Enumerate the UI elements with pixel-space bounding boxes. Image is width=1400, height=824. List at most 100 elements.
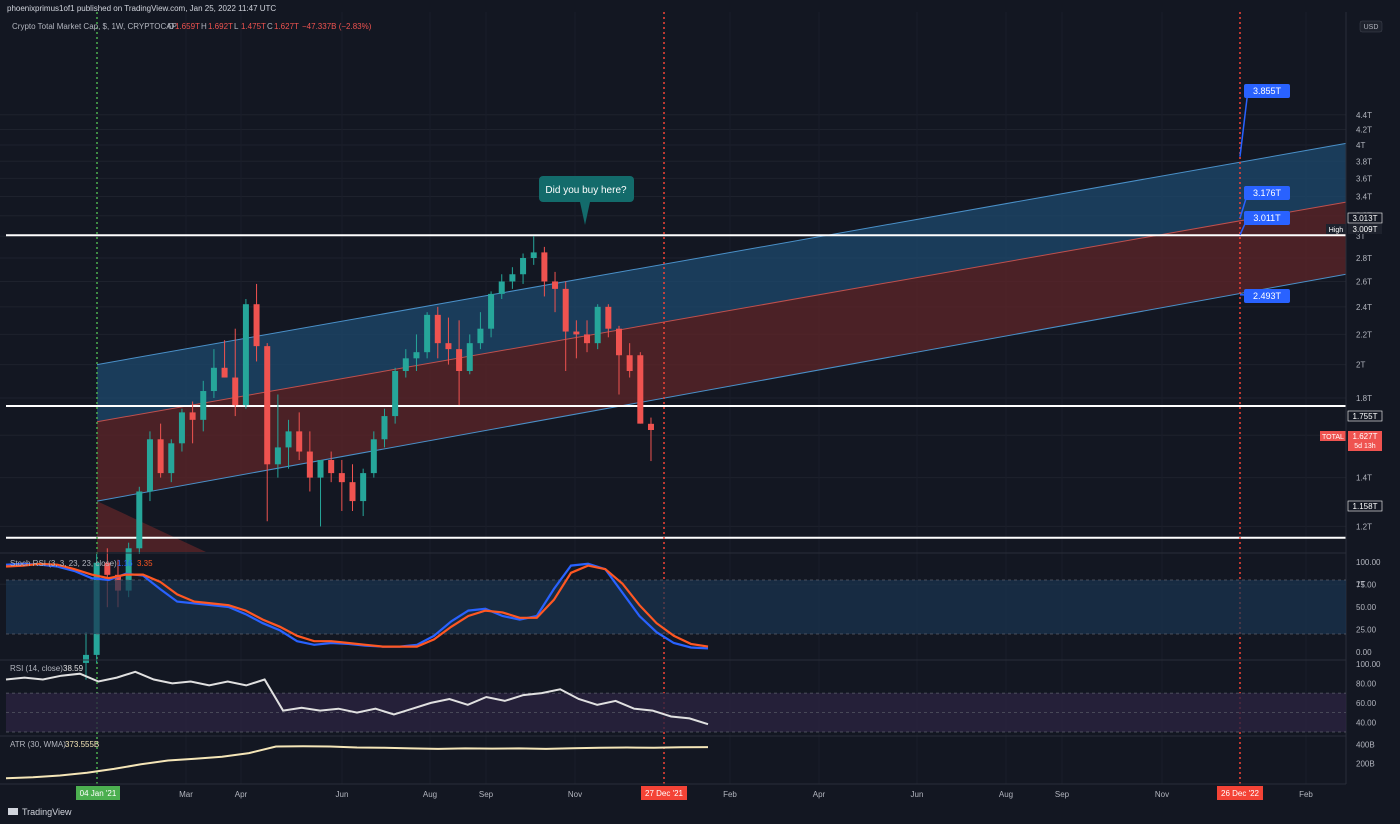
stoch-d-line (5, 562, 709, 648)
stoch-axis-tick: 75.00 (1356, 581, 1377, 590)
stoch-axis-tick: 25.00 (1356, 626, 1377, 635)
candle-body (338, 473, 345, 483)
ohlc-value: 1.659T (175, 22, 200, 31)
publisher-line: phoenixprimus1of1 published on TradingVi… (7, 4, 276, 13)
x-axis-tick: Feb (1299, 790, 1313, 799)
level-mid-box (1347, 410, 1383, 422)
ohlc-label: O (168, 22, 174, 31)
candle-body (157, 439, 164, 474)
atr-axis-tick: 200B (1356, 759, 1375, 768)
candle-body (573, 331, 580, 335)
candle-body (520, 258, 527, 275)
y-axis-tick: 1.2T (1356, 522, 1372, 531)
end-date-box (1217, 786, 1263, 800)
rsi-axis-tick: 60.00 (1356, 699, 1377, 708)
level-top-value: 3.013T (1353, 214, 1378, 223)
candle-body (136, 491, 143, 549)
atr-value: 373.555B (65, 740, 99, 749)
rsi-axis-tick: 40.00 (1356, 718, 1377, 727)
ohlc-label: C (267, 22, 273, 31)
currency-label: USD (1364, 24, 1379, 31)
candle-body (168, 443, 175, 474)
candle-body (552, 281, 559, 289)
candle-body (584, 334, 591, 344)
candle-body (392, 371, 399, 417)
ohlc-label: L (234, 22, 239, 31)
channel-label: 3.855T (1253, 86, 1282, 96)
last-price: 1.627T (1353, 432, 1378, 441)
candle-body (370, 439, 377, 474)
annotation-text: Did you buy here? (545, 185, 627, 196)
stoch-axis-tick: 100.00 (1356, 558, 1381, 567)
high-value-box (1348, 224, 1382, 234)
symbol-title: Crypto Total Market Cap, $, 1W, CRYPTOCA… (12, 22, 177, 31)
y-axis-tick: 2.8T (1356, 254, 1372, 263)
y-axis-tick: 2.4T (1356, 303, 1372, 312)
rsi-title: RSI (14, close) (10, 664, 63, 673)
stoch-title: Stoch RSI (3, 3, 23, 23, close) (10, 559, 117, 568)
atr-axis-tick: 400B (1356, 741, 1375, 750)
candle-body (264, 346, 271, 465)
y-axis-tick: 4T (1356, 141, 1365, 150)
y-axis-tick: 3.6T (1356, 174, 1372, 183)
candle-body (488, 293, 495, 329)
candle-body (83, 654, 89, 663)
candle-body (434, 314, 441, 344)
candle-body (509, 274, 516, 282)
candle-body (146, 439, 153, 492)
candle-body (232, 377, 239, 406)
stoch-k-value: 1.16 (117, 559, 133, 568)
candle-body (530, 252, 537, 258)
ohlc-value: 1.475T (241, 22, 266, 31)
candle-body (456, 349, 463, 371)
candle-body (626, 355, 633, 371)
channel-label: 3.011T (1253, 213, 1281, 223)
start-date-label: 04 Jan '21 (80, 789, 117, 798)
y-axis-tick: 3.4T (1356, 192, 1372, 201)
channel-bottom-line (96, 273, 1347, 502)
x-axis-tick: Sep (479, 790, 494, 799)
end-date-label: 26 Dec '22 (1221, 789, 1260, 798)
channel-label-box (1244, 289, 1290, 303)
candle-body (189, 412, 196, 420)
rsi-axis-tick: 80.00 (1356, 679, 1377, 688)
y-axis-tick: 2.6T (1356, 277, 1372, 286)
x-axis-tick: Nov (1155, 790, 1169, 799)
candle-body (637, 355, 644, 424)
y-axis-tick: 1.8T (1356, 394, 1372, 403)
x-axis-tick: Aug (999, 790, 1013, 799)
level-low-box (1347, 500, 1383, 512)
candle-body (317, 459, 324, 478)
y-axis-tick: 3.8T (1356, 157, 1372, 166)
atr-line (5, 745, 709, 780)
candle-body (274, 447, 281, 465)
candle-body (306, 451, 313, 478)
channel-label-box (1244, 211, 1290, 225)
candle-body (104, 562, 111, 575)
candle-body (296, 431, 303, 452)
x-axis-tick: Jun (336, 790, 349, 799)
candle-body (221, 367, 228, 378)
candle-body (285, 431, 292, 448)
rsi-value: 38.59 (63, 664, 84, 673)
candle-body (445, 343, 452, 350)
bar-countdown: 5d 13h (1354, 443, 1376, 450)
candle-body (605, 306, 612, 329)
atr-title: ATR (30, WMA) (10, 740, 66, 749)
candle-body (498, 281, 505, 294)
y-axis-tick: 4.4T (1356, 111, 1372, 120)
candle-body (381, 416, 388, 440)
x-axis-tick: Apr (813, 790, 826, 799)
x-axis-tick: Aug (423, 790, 437, 799)
symbol-tag: TOTAL (1322, 434, 1344, 441)
mid-date-box (641, 786, 687, 800)
channel-lower-band (97, 202, 1346, 502)
candle-body (594, 306, 601, 344)
ohlc-label: H (201, 22, 207, 31)
start-date-box (76, 786, 120, 800)
y-axis-tick: 1T (1356, 580, 1365, 589)
ohlc-value: 1.692T (208, 22, 233, 31)
candle-body (349, 482, 356, 502)
